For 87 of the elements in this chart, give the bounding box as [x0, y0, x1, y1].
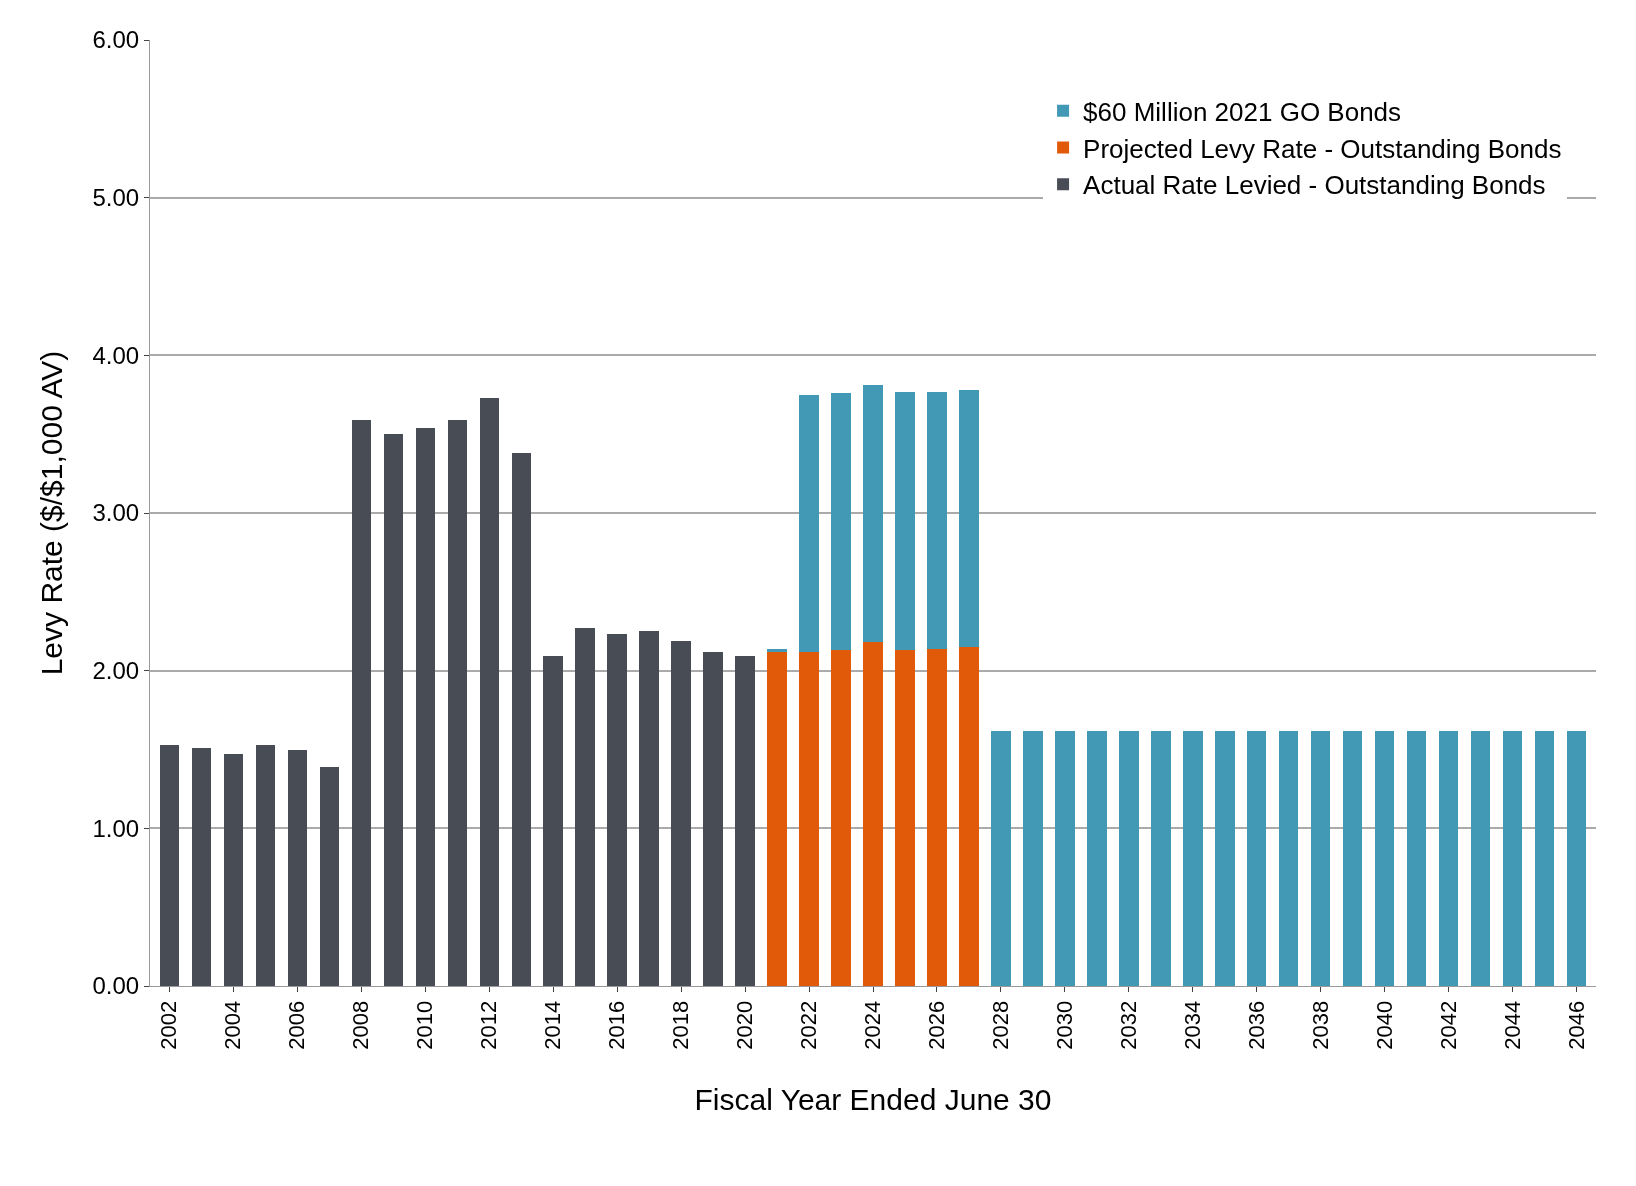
bar	[479, 397, 499, 986]
x-tick-label: 2034	[1180, 1000, 1206, 1050]
bar	[255, 744, 275, 986]
bar	[191, 747, 211, 986]
x-tick-label: 2046	[1563, 1000, 1589, 1050]
bar	[863, 642, 883, 986]
bar	[1183, 730, 1203, 986]
bar	[1535, 730, 1555, 986]
bar	[1375, 730, 1395, 986]
bar	[383, 434, 403, 986]
bar	[735, 656, 755, 986]
x-tick-label: 2004	[220, 1000, 246, 1050]
bar	[159, 744, 179, 986]
x-tick-label: 2006	[284, 1000, 310, 1050]
bar	[927, 391, 947, 649]
bar	[1471, 730, 1491, 986]
bar	[511, 453, 531, 986]
x-tick-label: 2014	[540, 1000, 566, 1050]
x-tick-label: 2002	[156, 1000, 182, 1050]
legend-label: Actual Rate Levied - Outstanding Bonds	[1083, 170, 1546, 201]
bar	[671, 640, 691, 986]
bar	[799, 651, 819, 986]
bar	[1279, 730, 1299, 986]
bar	[1567, 730, 1587, 986]
x-tick-label: 2036	[1244, 1000, 1270, 1050]
x-tick-label: 2044	[1499, 1000, 1525, 1050]
x-tick-label: 2028	[988, 1000, 1014, 1050]
x-tick-label: 2020	[732, 1000, 758, 1050]
bar	[1311, 730, 1331, 986]
bar	[575, 628, 595, 986]
y-axis-title: Levy Rate ($/$1,000 AV)	[35, 350, 69, 676]
bar	[831, 650, 851, 986]
bar	[767, 651, 787, 986]
bar	[1151, 730, 1171, 986]
bar	[287, 749, 307, 986]
x-tick-label: 2022	[796, 1000, 822, 1050]
bar	[1087, 730, 1107, 986]
y-tick-label: 4.00	[92, 341, 140, 369]
bar	[543, 656, 563, 986]
bar	[223, 754, 243, 986]
bar	[1119, 730, 1139, 986]
bar	[1055, 730, 1075, 986]
x-tick-label: 2024	[860, 1000, 886, 1050]
x-tick-label: 2030	[1052, 1000, 1078, 1050]
x-tick-label: 2018	[668, 1000, 694, 1050]
x-axis-title: Fiscal Year Ended June 30	[694, 1083, 1052, 1117]
bar	[351, 419, 371, 986]
y-tick-label: 6.00	[92, 26, 140, 54]
bar	[319, 766, 339, 986]
legend-label: Projected Levy Rate - Outstanding Bonds	[1083, 133, 1562, 164]
bar	[447, 419, 467, 986]
bar	[927, 648, 947, 986]
bar	[1023, 730, 1043, 986]
bar	[767, 648, 787, 652]
x-tick-label: 2008	[348, 1000, 374, 1050]
bar	[1343, 730, 1363, 986]
y-tick-label: 0.00	[92, 972, 140, 1000]
x-tick-label: 2042	[1435, 1000, 1461, 1050]
bar	[959, 647, 979, 986]
bar	[639, 631, 659, 986]
bar	[703, 651, 723, 986]
x-tick-label: 2026	[924, 1000, 950, 1050]
x-tick-label: 2016	[604, 1000, 630, 1050]
y-tick-label: 5.00	[92, 184, 140, 212]
bar	[895, 391, 915, 651]
y-tick-label: 1.00	[92, 814, 140, 842]
x-tick-label: 2012	[476, 1000, 502, 1050]
bar	[1247, 730, 1267, 986]
x-tick-label: 2040	[1372, 1000, 1398, 1050]
bar	[959, 390, 979, 648]
legend-label: $60 Million 2021 GO Bonds	[1083, 96, 1402, 127]
x-tick-label: 2038	[1308, 1000, 1334, 1050]
bar	[799, 394, 819, 652]
bar	[415, 427, 435, 986]
bar	[991, 730, 1011, 986]
x-tick-label: 2010	[412, 1000, 438, 1050]
bar	[1503, 730, 1523, 986]
bar	[895, 650, 915, 986]
bar	[1439, 730, 1459, 986]
bar	[863, 385, 883, 643]
bar	[1407, 730, 1427, 986]
x-tick-label: 2032	[1116, 1000, 1142, 1050]
bar	[831, 393, 851, 651]
y-tick-label: 2.00	[92, 657, 140, 685]
bar	[607, 634, 627, 986]
bar	[1215, 730, 1235, 986]
y-tick-label: 3.00	[92, 499, 140, 527]
